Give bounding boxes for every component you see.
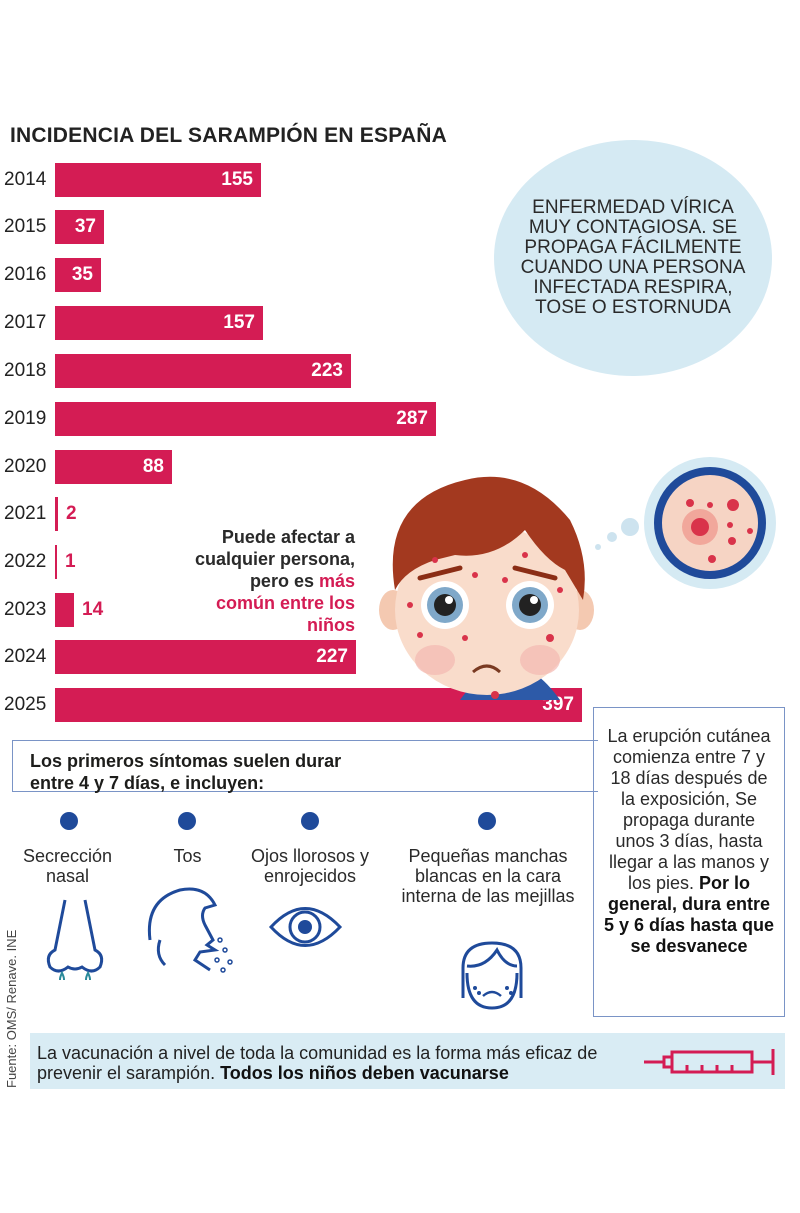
timeline-dot bbox=[178, 812, 196, 830]
bar-2024 bbox=[55, 640, 356, 674]
rash-bold-text: Por lo general, dura entre 5 y 6 días ha… bbox=[603, 873, 775, 956]
rash-info-box: La erupción cutánea comienza entre 7 y 1… bbox=[593, 707, 785, 1017]
bar-value: 2 bbox=[66, 503, 77, 524]
year-label: 2015 bbox=[4, 216, 47, 237]
bar-2014 bbox=[55, 163, 261, 197]
vaccination-bold: Todos los niños deben vacunarse bbox=[220, 1063, 509, 1083]
bar-2023 bbox=[55, 593, 74, 627]
cough-icon bbox=[147, 887, 233, 973]
symptom-label-cough: Tos bbox=[173, 846, 202, 866]
bar-value: 157 bbox=[223, 312, 255, 333]
symptom-label-nasal: Secrección nasal bbox=[22, 846, 113, 886]
sad-face-icon bbox=[461, 941, 523, 1010]
source-note: Fuente: OMS/ Renave. INE bbox=[4, 929, 19, 1088]
bar-value: 155 bbox=[221, 169, 253, 190]
bar-value: 287 bbox=[396, 408, 428, 429]
symptoms-box bbox=[12, 740, 598, 792]
rash-text: La erupción cutánea comienza entre 7 y 1… bbox=[607, 726, 771, 893]
bar-2022 bbox=[55, 545, 57, 579]
sick-child-illustration bbox=[379, 476, 594, 700]
info-circle: ENFERMEDAD VÍRICA MUY CONTAGIOSA. SE PRO… bbox=[494, 140, 772, 376]
symptoms-heading: Los primeros síntomas suelen durar entre… bbox=[30, 751, 342, 793]
year-label: 2025 bbox=[4, 694, 47, 715]
timeline-dot bbox=[478, 812, 496, 830]
bar-value: 227 bbox=[316, 646, 348, 667]
year-label: 2024 bbox=[4, 646, 47, 667]
timeline-dot bbox=[301, 812, 319, 830]
bar-2020 bbox=[55, 450, 172, 484]
symptom-label-eyes: Ojos llorosos y enrojecidos bbox=[250, 846, 370, 886]
bar-value: 223 bbox=[311, 360, 343, 381]
year-label: 2023 bbox=[4, 599, 47, 620]
bar-value: 1 bbox=[65, 551, 76, 572]
bar-value: 88 bbox=[142, 456, 164, 477]
eye-icon bbox=[268, 907, 343, 947]
bar-value: 14 bbox=[82, 599, 104, 620]
bar-value: 35 bbox=[71, 264, 93, 285]
bar-2015 bbox=[55, 210, 104, 244]
chart-title: INCIDENCIA DEL SARAMPIÓN EN ESPAÑA bbox=[10, 124, 447, 147]
rash-closeup-icon bbox=[595, 457, 776, 589]
affect-callout: Puede afectar a cualquier persona, pero … bbox=[190, 526, 355, 636]
vaccination-text: La vacunación a nivel de toda la comunid… bbox=[37, 1043, 647, 1083]
year-label: 2017 bbox=[4, 312, 47, 333]
vaccination-message: La vacunación a nivel de toda la comunid… bbox=[37, 1043, 598, 1083]
bar-2019 bbox=[55, 402, 436, 436]
year-label: 2016 bbox=[4, 264, 47, 285]
timeline-dot bbox=[60, 812, 78, 830]
bar-2017 bbox=[55, 306, 263, 340]
syringe-icon bbox=[644, 1049, 775, 1075]
bar-value: 37 bbox=[74, 216, 96, 237]
year-label: 2020 bbox=[4, 456, 47, 477]
bar-2018 bbox=[55, 354, 351, 388]
affect-text: Puede afectar a cualquier persona, pero … bbox=[194, 527, 355, 591]
year-label: 2022 bbox=[4, 551, 47, 572]
year-label: 2018 bbox=[4, 360, 47, 381]
nose-icon bbox=[46, 899, 104, 980]
bar-2016 bbox=[55, 258, 101, 292]
bar-2021 bbox=[55, 497, 58, 531]
year-label: 2019 bbox=[4, 408, 47, 429]
info-circle-text: ENFERMEDAD VÍRICA MUY CONTAGIOSA. SE PRO… bbox=[520, 197, 746, 318]
symptom-label-spots: Pequeñas manchas blancas en la cara inte… bbox=[401, 846, 575, 906]
year-label: 2014 bbox=[4, 169, 47, 190]
affect-highlight: más común entre los niños bbox=[215, 571, 355, 635]
year-label: 2021 bbox=[4, 503, 47, 524]
